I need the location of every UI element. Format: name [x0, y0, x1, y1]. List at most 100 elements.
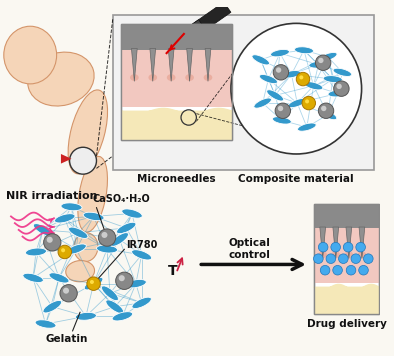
- Ellipse shape: [84, 277, 103, 290]
- Ellipse shape: [125, 279, 146, 288]
- Circle shape: [119, 275, 125, 281]
- Ellipse shape: [54, 214, 75, 223]
- Circle shape: [101, 232, 108, 238]
- Ellipse shape: [97, 245, 117, 253]
- Circle shape: [273, 65, 288, 80]
- Bar: [121, 50, 232, 107]
- Circle shape: [299, 75, 303, 79]
- Text: T: T: [167, 264, 177, 278]
- Circle shape: [98, 229, 116, 246]
- Ellipse shape: [319, 110, 337, 120]
- Circle shape: [296, 72, 310, 86]
- Ellipse shape: [68, 90, 108, 174]
- Bar: [314, 228, 379, 283]
- Circle shape: [275, 103, 290, 119]
- Ellipse shape: [288, 99, 306, 108]
- Ellipse shape: [149, 74, 157, 81]
- Ellipse shape: [323, 75, 342, 83]
- Ellipse shape: [33, 224, 52, 236]
- Text: IR780: IR780: [126, 240, 158, 250]
- Ellipse shape: [344, 251, 353, 258]
- Polygon shape: [346, 227, 352, 258]
- Circle shape: [63, 288, 69, 294]
- Circle shape: [326, 254, 336, 263]
- Ellipse shape: [74, 233, 98, 262]
- Ellipse shape: [4, 26, 57, 84]
- Polygon shape: [320, 227, 325, 258]
- Ellipse shape: [78, 156, 108, 232]
- Ellipse shape: [130, 74, 139, 81]
- Circle shape: [231, 23, 362, 154]
- Ellipse shape: [66, 244, 86, 254]
- Text: Drug delivery: Drug delivery: [307, 319, 387, 329]
- Circle shape: [302, 96, 316, 110]
- Ellipse shape: [259, 74, 277, 84]
- Circle shape: [70, 147, 97, 174]
- Ellipse shape: [270, 49, 290, 57]
- Ellipse shape: [132, 250, 152, 260]
- Bar: [314, 204, 379, 228]
- Circle shape: [331, 242, 340, 252]
- Ellipse shape: [111, 232, 128, 246]
- Polygon shape: [168, 48, 174, 82]
- Ellipse shape: [28, 52, 94, 106]
- Circle shape: [336, 84, 342, 89]
- Circle shape: [333, 266, 342, 275]
- Ellipse shape: [358, 251, 366, 258]
- Text: Optical
control: Optical control: [228, 238, 270, 260]
- Circle shape: [351, 254, 361, 263]
- Ellipse shape: [294, 47, 314, 54]
- Circle shape: [321, 106, 327, 111]
- Circle shape: [116, 272, 133, 289]
- Ellipse shape: [333, 68, 352, 77]
- Ellipse shape: [297, 123, 316, 131]
- Ellipse shape: [83, 212, 104, 221]
- Polygon shape: [333, 227, 339, 258]
- Ellipse shape: [69, 227, 88, 239]
- Circle shape: [346, 266, 356, 275]
- Ellipse shape: [117, 222, 136, 234]
- Circle shape: [46, 237, 53, 243]
- Circle shape: [61, 248, 65, 252]
- Bar: [121, 24, 232, 140]
- Ellipse shape: [331, 251, 340, 258]
- Ellipse shape: [328, 90, 347, 97]
- Bar: [121, 111, 232, 140]
- Ellipse shape: [23, 273, 43, 283]
- Ellipse shape: [35, 320, 56, 328]
- Ellipse shape: [102, 286, 118, 301]
- Ellipse shape: [106, 300, 124, 314]
- Ellipse shape: [75, 312, 97, 320]
- Bar: [314, 204, 379, 314]
- Polygon shape: [205, 48, 211, 82]
- Circle shape: [318, 58, 323, 63]
- Bar: [121, 24, 232, 140]
- Ellipse shape: [66, 261, 95, 282]
- Text: NIR irradiation: NIR irradiation: [6, 192, 98, 201]
- Circle shape: [364, 254, 373, 263]
- Circle shape: [338, 254, 348, 263]
- Circle shape: [87, 277, 100, 290]
- Ellipse shape: [282, 70, 301, 78]
- Circle shape: [44, 234, 61, 251]
- Circle shape: [90, 280, 94, 284]
- Circle shape: [60, 284, 77, 302]
- Ellipse shape: [254, 98, 271, 108]
- Polygon shape: [187, 48, 192, 82]
- Circle shape: [320, 266, 330, 275]
- Ellipse shape: [61, 203, 82, 211]
- Circle shape: [359, 266, 368, 275]
- Ellipse shape: [26, 248, 46, 256]
- Text: Gelatin: Gelatin: [46, 334, 88, 344]
- Ellipse shape: [309, 61, 328, 68]
- Ellipse shape: [252, 55, 269, 65]
- Circle shape: [318, 242, 328, 252]
- Text: CaSO₄·H₂O: CaSO₄·H₂O: [93, 194, 151, 204]
- Polygon shape: [359, 227, 365, 258]
- Ellipse shape: [272, 117, 291, 124]
- Ellipse shape: [185, 74, 194, 81]
- Text: Microneedles: Microneedles: [137, 174, 216, 184]
- Bar: [314, 204, 379, 314]
- Ellipse shape: [167, 74, 175, 81]
- Bar: [121, 24, 232, 50]
